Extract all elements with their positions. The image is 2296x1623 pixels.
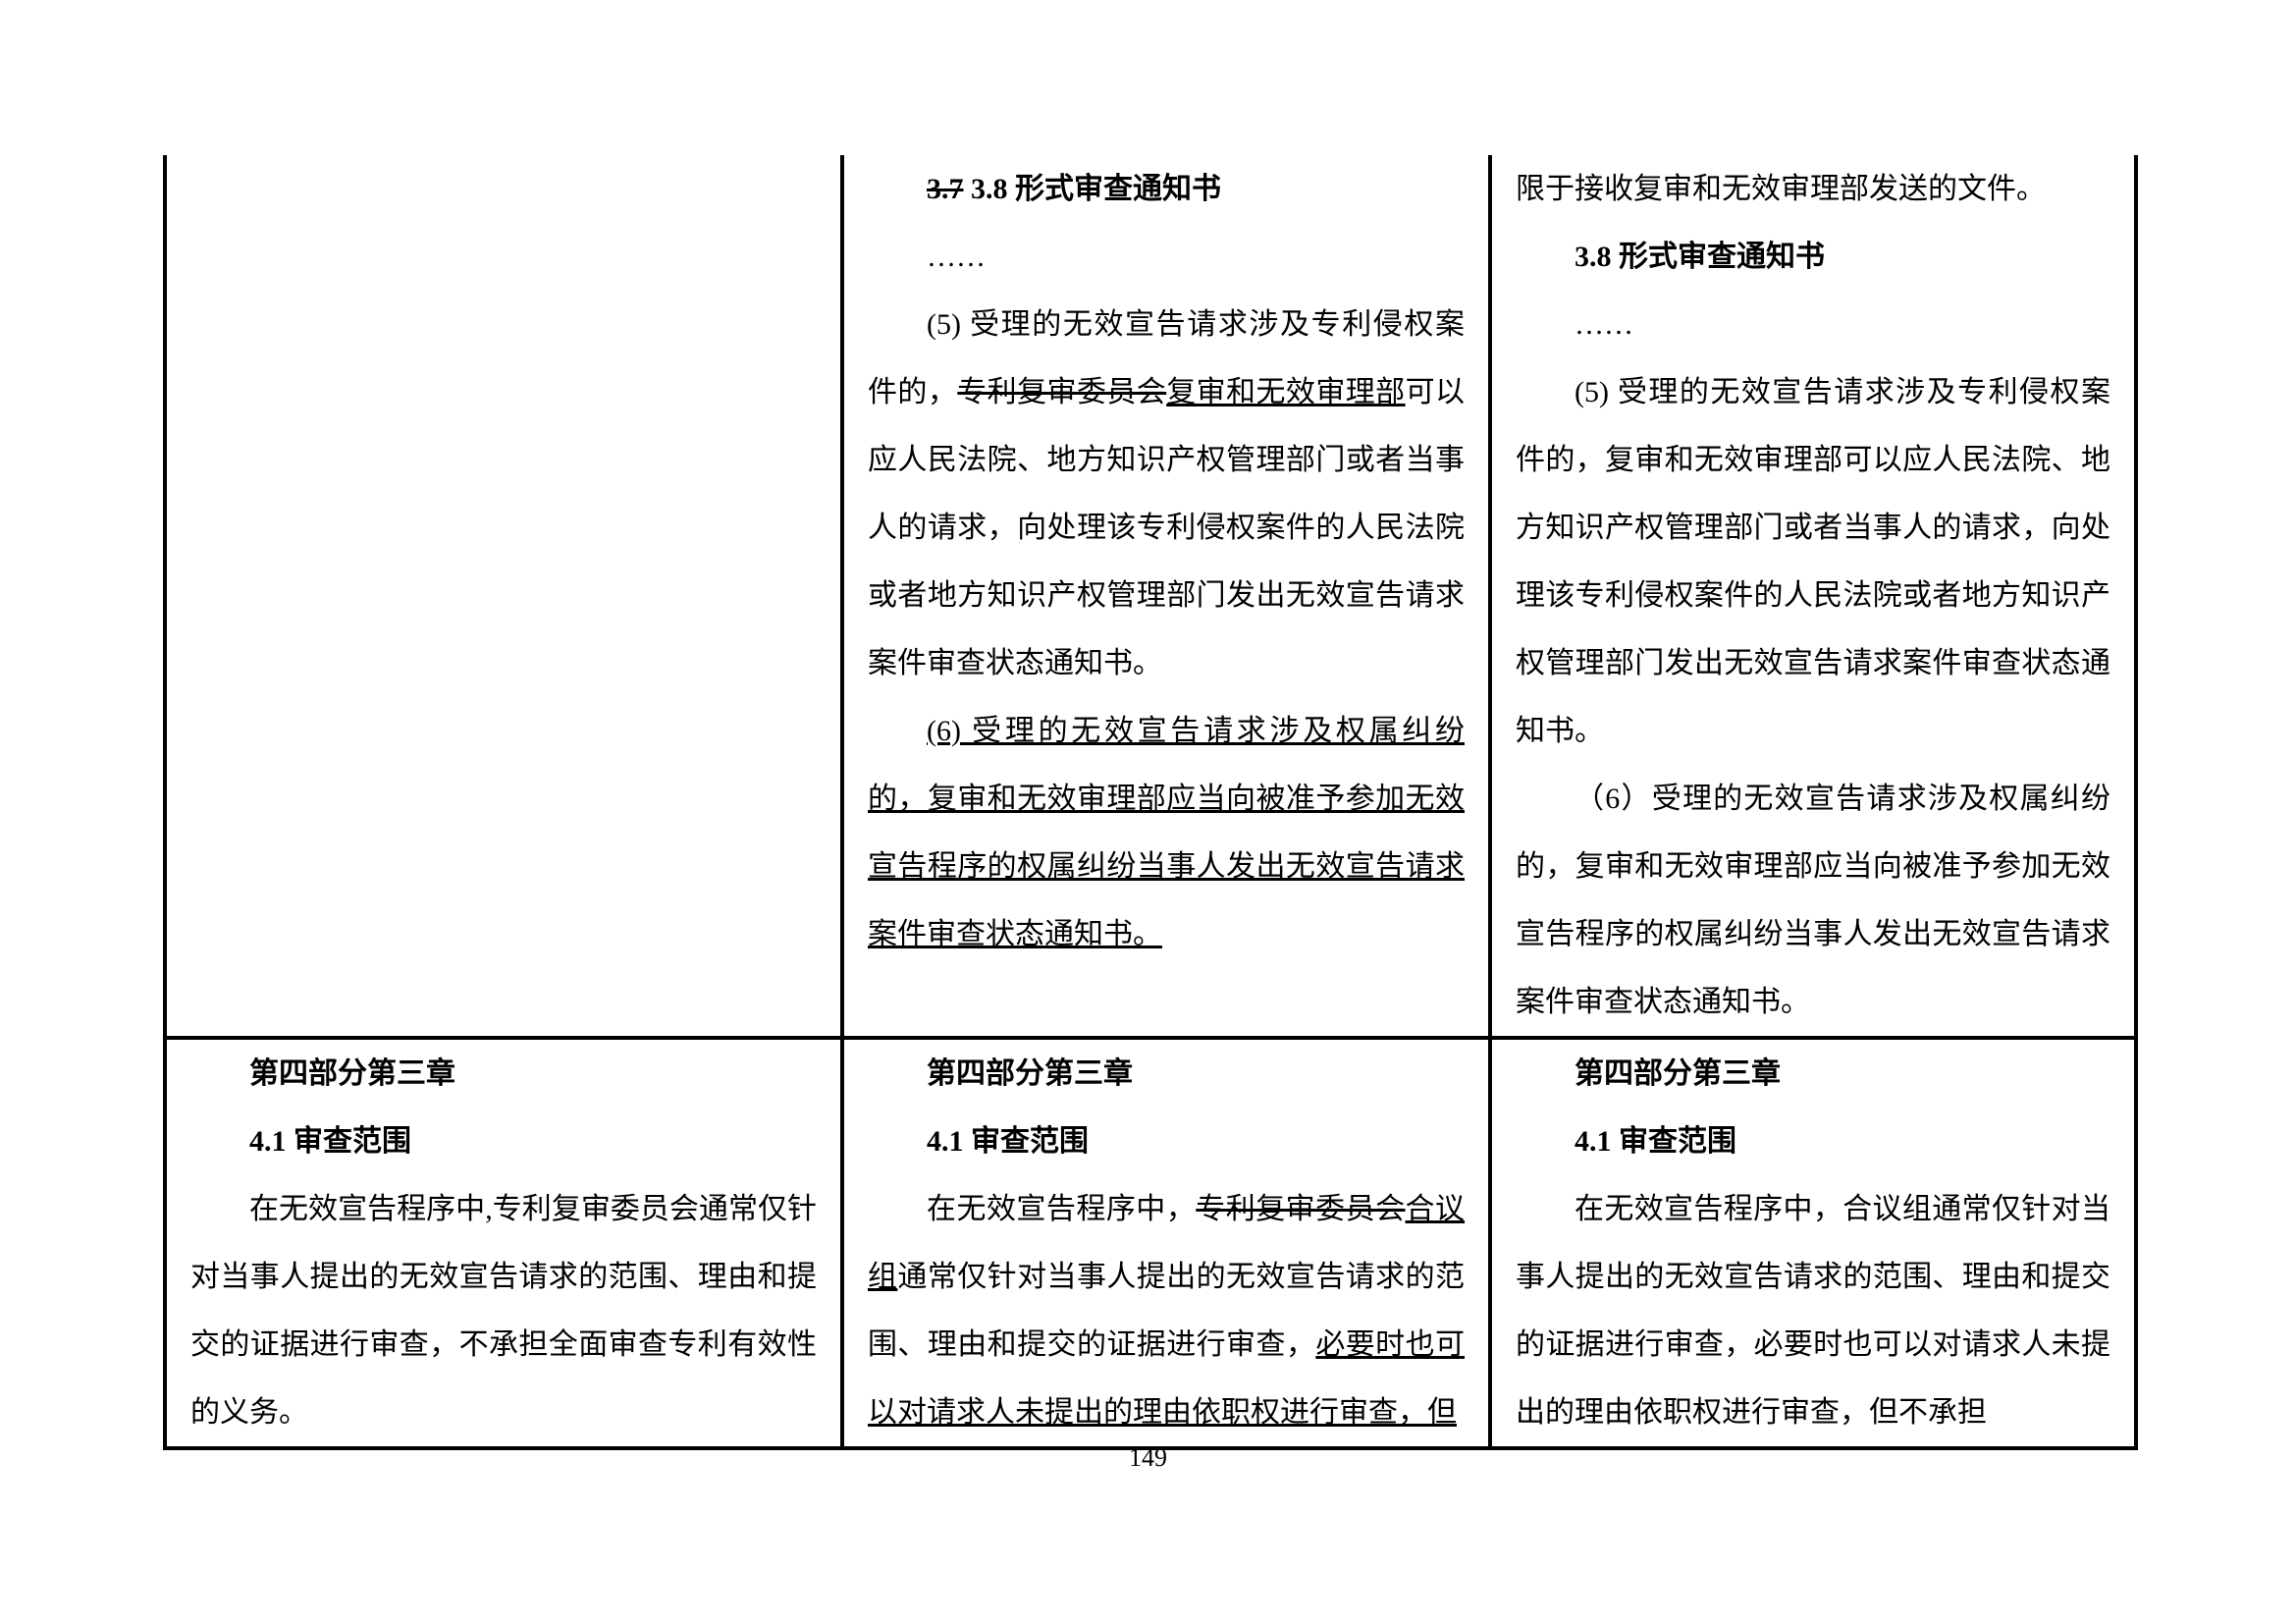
ellipsis: …… xyxy=(868,223,1465,291)
paragraph: (6) 受理的无效宣告请求涉及权属纠纷的，复审和无效审理部应当向被准予参加无效宣… xyxy=(868,697,1465,968)
paragraph: (5) 受理的无效宣告请求涉及专利侵权案件的，专利复审委员会复审和无效审理部可以… xyxy=(868,291,1465,697)
chapter-heading: 第四部分第三章 xyxy=(1516,1040,2110,1108)
chapter-heading: 第四部分第三章 xyxy=(190,1040,817,1108)
section-heading: 3.8 形式审查通知书 xyxy=(1516,223,2110,291)
cell-r1c1 xyxy=(165,155,842,1038)
heading-strike: 3.7 xyxy=(927,173,964,205)
para-strike: 专利复审委员会 xyxy=(957,376,1166,408)
page-number: 149 xyxy=(0,1443,2296,1473)
heading-text: 3.8 形式审查通知书 xyxy=(964,173,1222,205)
section-heading: 4.1 审查范围 xyxy=(868,1108,1465,1175)
paragraph: 在无效宣告程序中，合议组通常仅针对当事人提出的无效宣告请求的范围、理由和提交的证… xyxy=(1516,1175,2110,1446)
ellipsis: …… xyxy=(1516,291,2110,358)
para-underline: 复审和无效审理部 xyxy=(1166,376,1405,408)
para-prefix: 在无效宣告程序中， xyxy=(927,1193,1196,1225)
cell-r2c3: 第四部分第三章 4.1 审查范围 在无效宣告程序中，合议组通常仅针对当事人提出的… xyxy=(1490,1038,2136,1448)
paragraph: 在无效宣告程序中,专利复审委员会通常仅针对当事人提出的无效宣告请求的范围、理由和… xyxy=(190,1175,817,1446)
para-underline: (6) 受理的无效宣告请求涉及权属纠纷的，复审和无效审理部应当向被准予参加无效宣… xyxy=(868,715,1465,950)
paragraph-continuation: 限于接收复审和无效审理部发送的文件。 xyxy=(1516,155,2110,223)
paragraph: (5) 受理的无效宣告请求涉及专利侵权案件的，复审和无效审理部可以应人民法院、地… xyxy=(1516,358,2110,765)
para-suffix: 可以应人民法院、地方知识产权管理部门或者当事人的请求，向处理该专利侵权案件的人民… xyxy=(868,376,1465,679)
table-row: 3.7 3.8 形式审查通知书 …… (5) 受理的无效宣告请求涉及专利侵权案件… xyxy=(165,155,2136,1038)
paragraph: （6）受理的无效宣告请求涉及权属纠纷的，复审和无效审理部应当向被准予参加无效宣告… xyxy=(1516,765,2110,1036)
table-row: 第四部分第三章 4.1 审查范围 在无效宣告程序中,专利复审委员会通常仅针对当事… xyxy=(165,1038,2136,1448)
paragraph: 在无效宣告程序中，专利复审委员会合议组通常仅针对当事人提出的无效宣告请求的范围、… xyxy=(868,1175,1465,1446)
chapter-heading: 第四部分第三章 xyxy=(868,1040,1465,1108)
section-heading: 3.7 3.8 形式审查通知书 xyxy=(868,155,1465,223)
para-strike: 专利复审委员会 xyxy=(1196,1193,1405,1225)
cell-r1c3: 限于接收复审和无效审理部发送的文件。 3.8 形式审查通知书 …… (5) 受理… xyxy=(1490,155,2136,1038)
cell-r1c2: 3.7 3.8 形式审查通知书 …… (5) 受理的无效宣告请求涉及专利侵权案件… xyxy=(842,155,1490,1038)
comparison-table: 3.7 3.8 形式审查通知书 …… (5) 受理的无效宣告请求涉及专利侵权案件… xyxy=(163,155,2138,1450)
section-heading: 4.1 审查范围 xyxy=(1516,1108,2110,1175)
section-heading: 4.1 审查范围 xyxy=(190,1108,817,1175)
cell-r2c1: 第四部分第三章 4.1 审查范围 在无效宣告程序中,专利复审委员会通常仅针对当事… xyxy=(165,1038,842,1448)
cell-r2c2: 第四部分第三章 4.1 审查范围 在无效宣告程序中，专利复审委员会合议组通常仅针… xyxy=(842,1038,1490,1448)
